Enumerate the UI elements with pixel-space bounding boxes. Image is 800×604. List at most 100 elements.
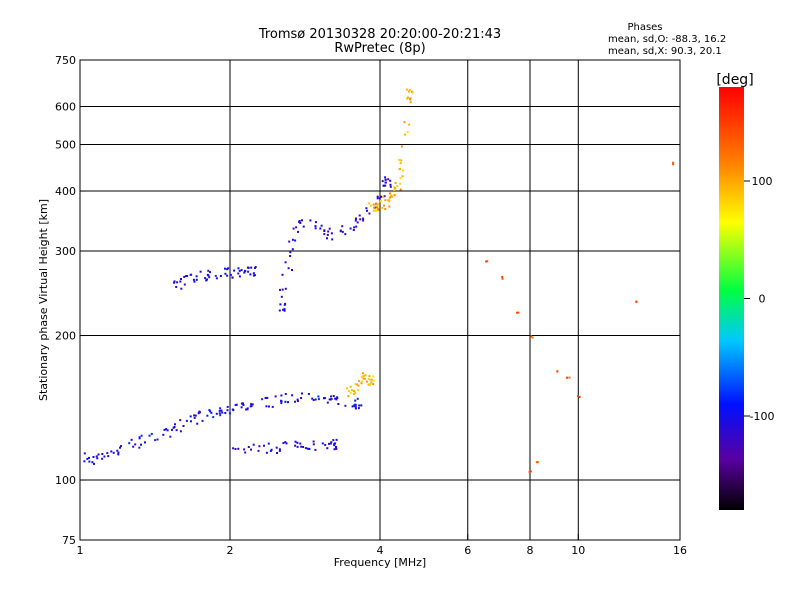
data-point xyxy=(326,401,329,404)
data-point xyxy=(380,195,383,198)
data-point xyxy=(195,278,198,281)
data-point xyxy=(226,274,229,277)
data-point xyxy=(358,380,360,383)
data-point xyxy=(374,208,377,211)
data-point xyxy=(568,376,571,379)
data-point xyxy=(333,444,336,447)
data-point xyxy=(162,433,165,436)
data-point xyxy=(219,407,222,410)
data-point xyxy=(101,457,104,460)
data-point xyxy=(307,393,310,395)
data-point xyxy=(400,145,403,148)
data-point xyxy=(304,447,307,450)
data-point xyxy=(393,186,396,189)
data-point xyxy=(335,446,337,448)
data-point xyxy=(372,375,375,378)
data-point xyxy=(252,272,255,275)
data-point xyxy=(275,446,278,449)
data-point xyxy=(330,398,333,400)
data-point xyxy=(368,384,371,386)
data-point xyxy=(281,273,284,276)
data-point xyxy=(329,442,332,445)
data-point xyxy=(284,302,287,305)
data-point xyxy=(250,448,252,451)
data-point xyxy=(578,396,581,398)
data-point xyxy=(312,440,315,443)
data-point xyxy=(93,462,95,465)
data-point xyxy=(375,205,378,208)
data-point xyxy=(249,405,252,408)
x-tick-label: 8 xyxy=(527,544,534,557)
data-point xyxy=(215,277,218,280)
data-point xyxy=(110,450,113,453)
data-point xyxy=(96,457,99,460)
data-point xyxy=(354,403,357,406)
data-point xyxy=(382,195,385,198)
data-point xyxy=(344,404,347,407)
data-point xyxy=(335,447,338,450)
data-point xyxy=(388,198,391,201)
data-point xyxy=(407,90,410,93)
data-point xyxy=(352,390,355,392)
data-point xyxy=(314,398,317,401)
colorbar-tick-label: 100 xyxy=(752,175,773,188)
data-point xyxy=(389,196,392,199)
data-point xyxy=(399,162,402,165)
data-point xyxy=(296,441,299,444)
data-point xyxy=(364,374,367,377)
data-point xyxy=(240,269,243,272)
data-point xyxy=(354,405,357,408)
data-point xyxy=(383,184,386,187)
data-point xyxy=(226,405,229,408)
data-point xyxy=(354,383,357,386)
data-point xyxy=(206,414,209,417)
data-point xyxy=(566,376,569,379)
chart-title: Tromsø 20130328 20:20:00-20:21:43 xyxy=(258,27,501,42)
data-point xyxy=(299,442,302,445)
data-point xyxy=(402,169,404,172)
data-point xyxy=(355,225,358,228)
data-point xyxy=(314,448,317,451)
data-point xyxy=(242,404,245,406)
data-point xyxy=(232,409,235,412)
data-point xyxy=(285,442,288,445)
data-point xyxy=(250,403,253,406)
data-point xyxy=(300,397,303,399)
data-point xyxy=(406,97,409,100)
data-point xyxy=(282,442,285,445)
data-point xyxy=(528,471,531,473)
data-point xyxy=(251,403,254,406)
data-point xyxy=(280,394,283,397)
data-point xyxy=(360,404,363,407)
data-point xyxy=(267,442,270,445)
data-point xyxy=(411,91,414,94)
data-point xyxy=(409,89,411,91)
data-point xyxy=(218,412,221,415)
data-point xyxy=(556,370,559,373)
data-point xyxy=(231,276,234,279)
data-point xyxy=(370,381,373,384)
data-point xyxy=(334,442,336,445)
data-point xyxy=(180,278,182,280)
data-point xyxy=(299,222,302,224)
data-point xyxy=(103,455,106,458)
data-point xyxy=(360,375,363,378)
data-point xyxy=(312,399,315,401)
data-point xyxy=(173,281,176,284)
data-point xyxy=(383,204,386,207)
data-point xyxy=(341,225,344,228)
data-point xyxy=(291,238,294,241)
data-point xyxy=(224,272,227,275)
data-point xyxy=(128,442,131,445)
data-point xyxy=(215,412,218,415)
data-point xyxy=(83,452,86,455)
data-point xyxy=(372,379,375,382)
y-tick-label: 600 xyxy=(55,101,76,114)
x-axis-ticks: 1 2 4 6 8 10 16 xyxy=(77,534,687,557)
data-point xyxy=(328,442,330,445)
data-point xyxy=(138,437,141,440)
data-point xyxy=(119,446,121,449)
data-point xyxy=(378,197,381,200)
data-point xyxy=(317,395,320,398)
